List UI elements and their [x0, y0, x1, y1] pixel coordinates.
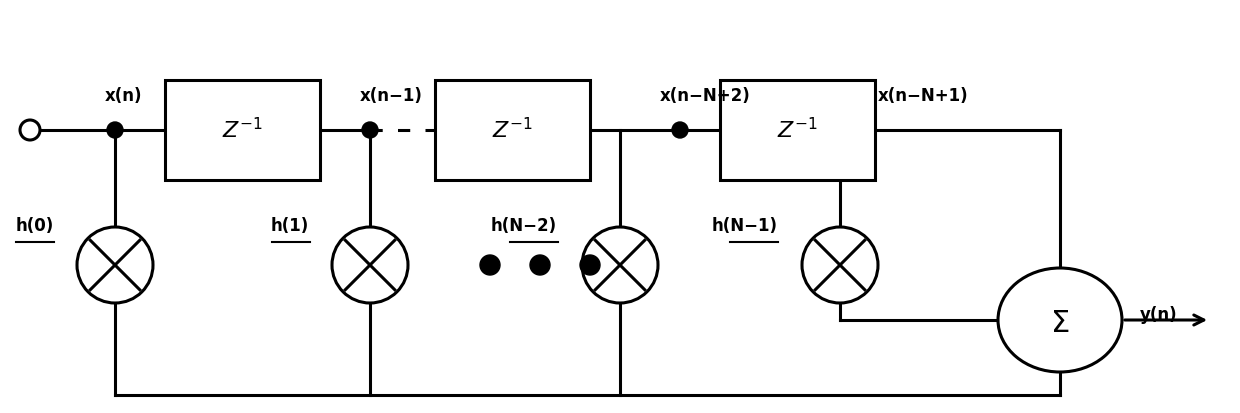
Text: x(n−N+2): x(n−N+2)	[660, 87, 750, 105]
Bar	[165, 80, 320, 180]
Text: $Z^{-1}$: $Z^{-1}$	[222, 117, 263, 142]
Text: h(0): h(0)	[16, 217, 55, 235]
Ellipse shape	[77, 227, 153, 303]
Text: h(N−2): h(N−2)	[491, 217, 557, 235]
Text: x(n): x(n)	[105, 87, 143, 105]
Ellipse shape	[332, 227, 408, 303]
Circle shape	[107, 122, 123, 138]
Circle shape	[480, 255, 500, 275]
Text: y(n): y(n)	[1140, 306, 1178, 324]
Ellipse shape	[802, 227, 878, 303]
Ellipse shape	[582, 227, 658, 303]
Text: $Z^{-1}$: $Z^{-1}$	[492, 117, 533, 142]
Text: x(n−1): x(n−1)	[360, 87, 423, 105]
Circle shape	[580, 255, 600, 275]
Text: x(n−N+1): x(n−N+1)	[878, 87, 968, 105]
Ellipse shape	[998, 268, 1122, 372]
Text: $Z^{-1}$: $Z^{-1}$	[777, 117, 818, 142]
Bar	[435, 80, 590, 180]
Text: $\Sigma$: $\Sigma$	[1050, 309, 1070, 339]
Circle shape	[529, 255, 551, 275]
Bar	[720, 80, 875, 180]
Circle shape	[362, 122, 378, 138]
Text: h(N−1): h(N−1)	[712, 217, 777, 235]
Text: h(1): h(1)	[270, 217, 309, 235]
Circle shape	[672, 122, 688, 138]
